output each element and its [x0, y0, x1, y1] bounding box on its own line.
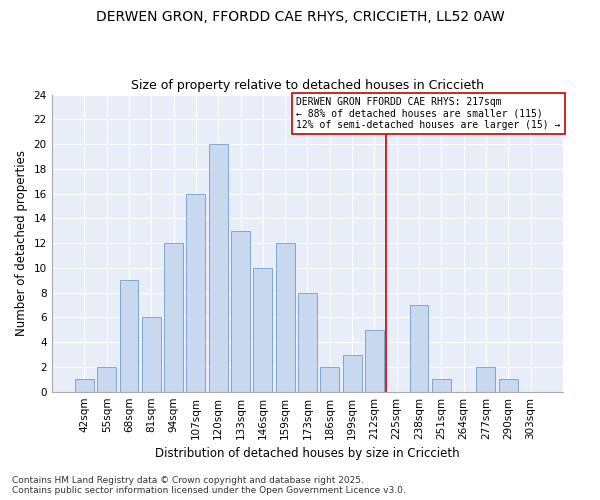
- Bar: [187, 194, 205, 392]
- Bar: [231, 230, 250, 392]
- Bar: [164, 243, 183, 392]
- X-axis label: Distribution of detached houses by size in Criccieth: Distribution of detached houses by size …: [155, 447, 460, 460]
- Title: Size of property relative to detached houses in Criccieth: Size of property relative to detached ho…: [131, 79, 484, 92]
- Bar: [75, 380, 94, 392]
- Bar: [119, 280, 139, 392]
- Bar: [432, 380, 451, 392]
- Bar: [365, 330, 384, 392]
- Text: DERWEN GRON, FFORDD CAE RHYS, CRICCIETH, LL52 0AW: DERWEN GRON, FFORDD CAE RHYS, CRICCIETH,…: [95, 10, 505, 24]
- Bar: [410, 305, 428, 392]
- Y-axis label: Number of detached properties: Number of detached properties: [15, 150, 28, 336]
- Text: Contains HM Land Registry data © Crown copyright and database right 2025.
Contai: Contains HM Land Registry data © Crown c…: [12, 476, 406, 495]
- Bar: [320, 367, 339, 392]
- Bar: [97, 367, 116, 392]
- Bar: [476, 367, 496, 392]
- Bar: [142, 318, 161, 392]
- Bar: [253, 268, 272, 392]
- Text: DERWEN GRON FFORDD CAE RHYS: 217sqm
← 88% of detached houses are smaller (115)
1: DERWEN GRON FFORDD CAE RHYS: 217sqm ← 88…: [296, 97, 560, 130]
- Bar: [298, 292, 317, 392]
- Bar: [275, 243, 295, 392]
- Bar: [209, 144, 228, 392]
- Bar: [343, 354, 362, 392]
- Bar: [499, 380, 518, 392]
